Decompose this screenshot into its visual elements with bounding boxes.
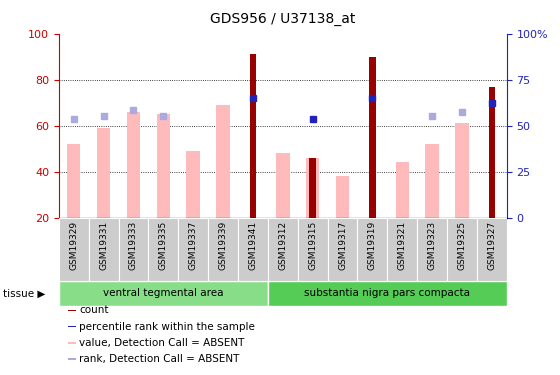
Bar xyxy=(336,176,349,218)
Text: GSM19333: GSM19333 xyxy=(129,220,138,270)
Bar xyxy=(298,217,328,281)
Text: GSM19327: GSM19327 xyxy=(487,220,496,270)
Text: GDS956 / U37138_at: GDS956 / U37138_at xyxy=(210,12,356,26)
Text: GSM19317: GSM19317 xyxy=(338,220,347,270)
Bar xyxy=(148,217,178,281)
Bar xyxy=(250,54,256,217)
Text: value, Detection Call = ABSENT: value, Detection Call = ABSENT xyxy=(79,338,244,348)
Bar xyxy=(417,217,447,281)
Bar xyxy=(68,309,76,311)
Bar xyxy=(97,128,110,218)
Bar xyxy=(59,217,88,281)
Bar xyxy=(388,217,417,281)
Bar xyxy=(88,217,119,281)
Bar xyxy=(395,162,409,218)
Bar xyxy=(208,217,238,281)
Text: GSM19321: GSM19321 xyxy=(398,220,407,270)
Bar xyxy=(186,151,200,217)
Bar xyxy=(127,112,140,218)
Text: GSM19312: GSM19312 xyxy=(278,220,287,270)
Text: GSM19335: GSM19335 xyxy=(159,220,168,270)
Text: percentile rank within the sample: percentile rank within the sample xyxy=(79,322,255,332)
Bar xyxy=(238,217,268,281)
Text: GSM19319: GSM19319 xyxy=(368,220,377,270)
Text: GSM19325: GSM19325 xyxy=(458,220,466,270)
Bar xyxy=(59,281,268,306)
Bar xyxy=(306,158,319,218)
Text: GSM19315: GSM19315 xyxy=(308,220,317,270)
Bar xyxy=(67,144,81,218)
Bar xyxy=(178,217,208,281)
Bar xyxy=(426,144,439,218)
Text: GSM19331: GSM19331 xyxy=(99,220,108,270)
Bar xyxy=(357,217,388,281)
Bar xyxy=(268,281,507,306)
Bar xyxy=(216,105,230,218)
Bar xyxy=(276,153,290,218)
Bar xyxy=(369,57,376,217)
Bar xyxy=(447,217,477,281)
Bar xyxy=(455,123,469,218)
Text: GSM19329: GSM19329 xyxy=(69,220,78,270)
Text: GSM19323: GSM19323 xyxy=(428,220,437,270)
Bar xyxy=(309,158,316,218)
Bar xyxy=(328,217,357,281)
Text: count: count xyxy=(79,305,109,315)
Text: GSM19341: GSM19341 xyxy=(249,220,258,270)
Bar xyxy=(119,217,148,281)
Text: substantia nigra pars compacta: substantia nigra pars compacta xyxy=(304,288,470,298)
Text: tissue ▶: tissue ▶ xyxy=(3,288,45,298)
Bar xyxy=(477,217,507,281)
Text: GSM19337: GSM19337 xyxy=(189,220,198,270)
Bar xyxy=(157,114,170,218)
Text: ventral tegmental area: ventral tegmental area xyxy=(103,288,223,298)
Text: GSM19339: GSM19339 xyxy=(218,220,227,270)
Bar xyxy=(68,342,76,344)
Bar xyxy=(68,326,76,327)
Bar xyxy=(488,87,495,218)
Bar xyxy=(268,217,298,281)
Text: rank, Detection Call = ABSENT: rank, Detection Call = ABSENT xyxy=(79,354,239,364)
Bar xyxy=(68,358,76,360)
